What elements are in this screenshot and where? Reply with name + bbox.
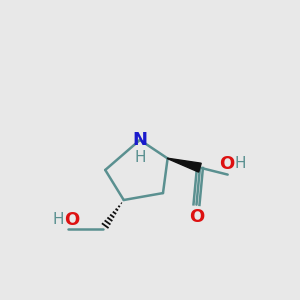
Text: O: O	[219, 154, 234, 172]
Text: H: H	[235, 156, 246, 171]
Text: H: H	[52, 212, 64, 227]
Text: N: N	[132, 131, 147, 149]
Polygon shape	[167, 158, 201, 172]
Text: O: O	[64, 211, 79, 229]
Text: H: H	[134, 150, 146, 165]
Text: O: O	[189, 208, 204, 226]
